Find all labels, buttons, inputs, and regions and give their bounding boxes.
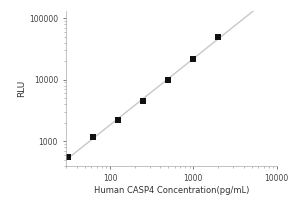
- Point: [166, 78, 171, 81]
- Point: [65, 155, 70, 159]
- Point: [191, 57, 196, 60]
- Point: [141, 99, 146, 103]
- Y-axis label: RLU: RLU: [17, 80, 26, 97]
- X-axis label: Human CASP4 Concentration(pg/mL): Human CASP4 Concentration(pg/mL): [94, 186, 249, 195]
- Point: [116, 118, 120, 122]
- Point: [216, 35, 221, 38]
- Point: [91, 136, 95, 139]
